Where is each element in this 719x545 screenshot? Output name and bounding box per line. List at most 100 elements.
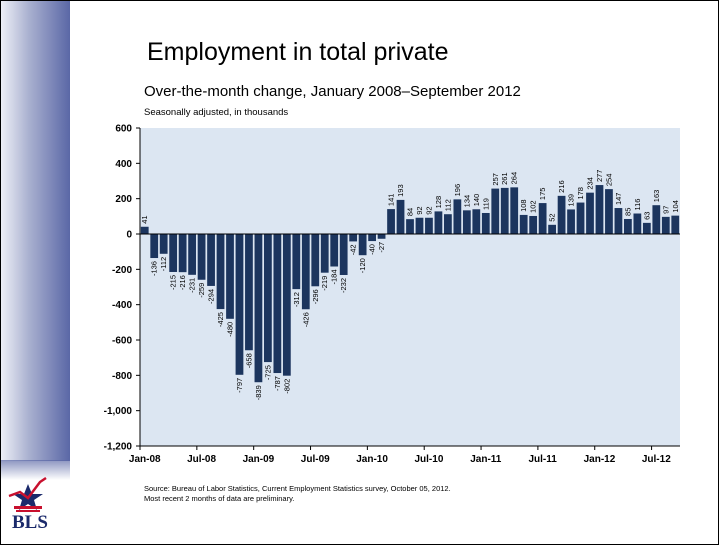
data-label-18: -296	[311, 289, 320, 304]
data-label-22: -42	[349, 244, 358, 255]
bar-7	[207, 234, 215, 286]
bar-30	[425, 217, 433, 234]
data-label-28: 84	[406, 208, 415, 216]
bar-27	[396, 199, 405, 234]
bar-18	[311, 234, 320, 287]
data-label-24: -40	[368, 244, 377, 255]
data-label-16: -312	[292, 292, 301, 307]
bar-28	[406, 219, 414, 234]
x-tick-label-8: Jan-12	[584, 454, 616, 465]
chart-subtitle: Over-the-month change, January 2008–Sept…	[144, 83, 521, 100]
data-label-53: 63	[642, 212, 651, 220]
bar-44	[557, 195, 566, 234]
source-line-2: Most recent 2 months of data are prelimi…	[144, 494, 295, 503]
y-tick-label-8: 400	[115, 159, 132, 170]
data-label-27: 193	[396, 184, 405, 197]
bar-8	[216, 234, 225, 310]
data-label-5: -231	[188, 278, 197, 293]
data-label-17: -426	[301, 312, 310, 327]
data-label-42: 175	[538, 188, 547, 201]
y-tick-label-0: -1,200	[104, 442, 133, 453]
data-label-39: 264	[510, 172, 519, 185]
data-label-12: -839	[254, 385, 263, 400]
slide-title: Employment in total private	[147, 38, 449, 66]
data-label-4: -216	[178, 275, 187, 290]
bar-15	[282, 234, 291, 376]
y-tick-label-5: -200	[112, 265, 132, 276]
bls-logo-text: BLS	[12, 512, 48, 533]
data-label-10: -797	[235, 378, 244, 393]
data-label-37: 257	[491, 173, 500, 186]
data-label-13: -725	[263, 365, 272, 380]
data-label-52: 116	[633, 199, 642, 211]
data-label-55: 97	[661, 206, 670, 214]
data-label-2: -112	[159, 257, 168, 271]
bar-2	[159, 234, 168, 254]
bar-38	[500, 187, 509, 234]
data-label-32: 112	[443, 199, 452, 211]
bar-54	[652, 205, 661, 234]
y-tick-label-9: 600	[115, 124, 132, 135]
bar-22	[349, 234, 358, 242]
bar-10	[235, 234, 244, 375]
data-label-56: 104	[671, 200, 680, 213]
logo-stripe-1	[14, 506, 42, 509]
bar-11	[245, 234, 253, 351]
source-note: Source: Bureau of Labor Statistics, Curr…	[144, 484, 451, 504]
bar-4	[178, 234, 187, 273]
bar-29	[415, 217, 424, 234]
logo-stripe-2	[16, 510, 40, 512]
bar-14	[273, 234, 282, 374]
data-label-20: -184	[330, 270, 339, 285]
data-label-44: 216	[557, 180, 566, 193]
bar-17	[301, 234, 310, 310]
bar-23	[358, 234, 367, 256]
bar-21	[339, 234, 348, 275]
bar-49	[605, 189, 613, 234]
bar-50	[614, 208, 623, 234]
data-label-30: 92	[424, 206, 433, 214]
data-label-15: -802	[282, 379, 291, 394]
data-label-8: -425	[216, 312, 225, 327]
x-tick-label-7: Jul-11	[528, 454, 557, 465]
data-label-23: -120	[358, 258, 367, 273]
data-label-34: 134	[462, 195, 471, 208]
data-label-54: 163	[652, 190, 661, 203]
data-label-31: 128	[434, 196, 443, 209]
data-label-7: -294	[207, 289, 216, 304]
x-tick-label-4: Jan-10	[356, 454, 388, 465]
data-label-40: 108	[519, 199, 528, 212]
bar-56	[671, 215, 680, 234]
y-tick-label-6: 0	[126, 230, 132, 241]
bar-32	[444, 214, 452, 234]
bar-55	[661, 216, 670, 234]
bar-34	[462, 210, 471, 234]
x-tick-label-2: Jan-09	[243, 454, 275, 465]
data-label-3: -215	[169, 275, 178, 290]
data-label-6: -259	[197, 283, 206, 298]
y-tick-label-4: -400	[112, 300, 132, 311]
x-tick-label-9: Jul-12	[642, 454, 671, 465]
data-label-25: -27	[377, 242, 386, 253]
data-label-47: 234	[586, 177, 595, 190]
data-label-43: 52	[548, 213, 557, 221]
bar-42	[538, 203, 547, 234]
data-label-49: 254	[604, 174, 613, 187]
bar-31	[434, 211, 443, 234]
bar-33	[453, 199, 462, 234]
data-label-36: 119	[481, 198, 490, 210]
bar-46	[576, 202, 585, 234]
data-label-48: 277	[595, 170, 604, 183]
bar-35	[472, 209, 481, 234]
bar-36	[481, 212, 490, 234]
bar-16	[292, 234, 301, 290]
data-label-0: 41	[140, 215, 149, 223]
data-label-29: 92	[415, 206, 424, 214]
bar-6	[197, 234, 206, 280]
bar-40	[519, 214, 528, 234]
y-tick-label-3: -600	[112, 336, 132, 347]
data-label-46: 178	[576, 187, 585, 200]
bar-13	[264, 234, 272, 363]
x-tick-label-5: Jul-10	[414, 454, 443, 465]
